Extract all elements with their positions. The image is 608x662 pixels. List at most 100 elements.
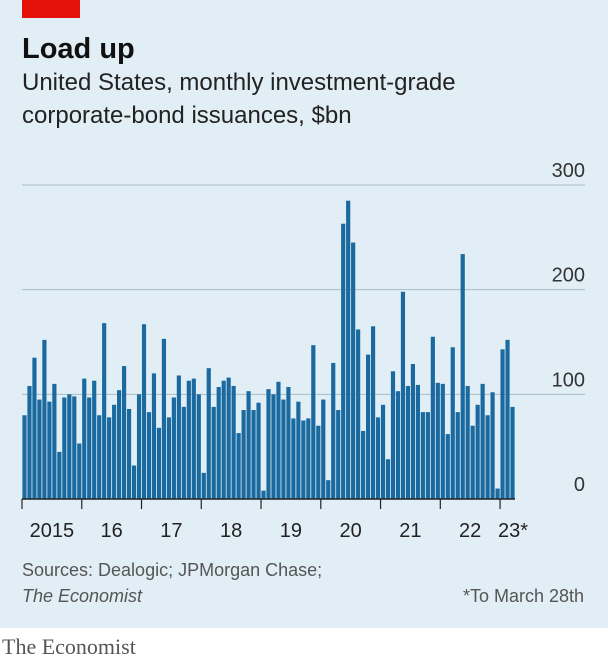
bar <box>475 404 480 499</box>
bar <box>331 362 336 499</box>
bar <box>470 425 475 499</box>
x-tick-label: 22 <box>459 520 481 542</box>
bar <box>286 387 291 499</box>
bar <box>356 329 361 499</box>
bar <box>430 336 435 499</box>
bar <box>425 412 430 499</box>
bar <box>271 394 276 499</box>
x-tick-label: 23* <box>498 520 528 542</box>
bar <box>291 418 296 499</box>
bar <box>346 200 351 499</box>
bar <box>301 420 306 499</box>
bar <box>266 389 271 499</box>
bar <box>341 223 346 499</box>
bar <box>136 394 142 499</box>
bar <box>47 401 52 499</box>
bar <box>52 383 57 499</box>
bar <box>251 410 256 499</box>
bar <box>87 397 92 499</box>
bar <box>236 433 241 499</box>
x-tick-label: 18 <box>220 520 242 542</box>
red-tag <box>22 0 80 18</box>
bar <box>336 410 341 499</box>
bar <box>480 383 485 499</box>
bar <box>42 339 47 499</box>
bar <box>405 385 411 499</box>
bar <box>226 377 231 499</box>
bar <box>500 349 505 499</box>
x-tick-label: 21 <box>399 520 421 542</box>
bar <box>72 396 77 499</box>
x-tick-label: 20 <box>340 520 362 542</box>
bar <box>171 397 176 499</box>
chart-subtitle: United States, monthly investment-grade … <box>22 69 456 129</box>
bar <box>460 254 465 499</box>
bar <box>231 385 236 499</box>
bar <box>221 380 226 499</box>
bar <box>141 324 147 499</box>
x-tick-label: 19 <box>280 520 302 542</box>
y-tick-label: 200 <box>552 265 585 287</box>
bar <box>276 381 281 499</box>
bar <box>216 387 221 499</box>
bar <box>390 371 396 499</box>
bar <box>67 394 72 499</box>
bar <box>112 404 117 499</box>
bar <box>490 392 495 499</box>
bar <box>186 380 191 499</box>
source: Sources: Dealogic; JPMorgan Chase; <box>22 560 322 580</box>
bar <box>455 412 460 499</box>
bar <box>181 406 186 499</box>
bar <box>435 382 440 499</box>
bar <box>107 417 112 499</box>
bar <box>121 366 127 499</box>
background <box>0 0 608 628</box>
bar <box>505 339 510 499</box>
bar <box>256 402 261 499</box>
bar <box>27 385 32 499</box>
x-tick-label: 16 <box>101 520 123 542</box>
bar <box>375 417 381 499</box>
x-tick-label: 2015 <box>30 520 75 542</box>
bar <box>440 383 445 499</box>
bar <box>97 415 102 499</box>
bar <box>311 345 316 499</box>
bar <box>211 406 216 499</box>
bar <box>400 291 406 499</box>
bar <box>385 459 391 499</box>
bar <box>246 391 251 499</box>
bar <box>395 391 401 499</box>
bar <box>361 430 366 499</box>
bar <box>196 394 201 499</box>
bar <box>22 415 27 499</box>
bar <box>296 401 301 499</box>
bar <box>510 406 515 499</box>
y-tick-label: 300 <box>552 160 585 182</box>
bar <box>57 451 62 499</box>
bar <box>445 434 450 499</box>
subtitle-box: United States, monthly investment-grade … <box>22 69 456 129</box>
bar <box>92 380 97 499</box>
bar <box>126 408 132 499</box>
chart-title: Load up <box>22 33 135 65</box>
bar <box>62 397 67 499</box>
bar <box>261 490 266 499</box>
bar <box>201 472 206 499</box>
footnote: *To March 28th <box>463 586 584 606</box>
bar <box>32 357 37 499</box>
bar <box>306 418 311 499</box>
bar <box>321 399 326 499</box>
y-tick-label: 0 <box>574 474 585 496</box>
bar <box>351 242 356 500</box>
bar <box>370 326 376 499</box>
bar <box>161 338 167 499</box>
bar <box>102 323 107 499</box>
bar <box>410 363 416 499</box>
bar <box>316 425 321 499</box>
source-italic: The Economist <box>22 586 143 606</box>
bar <box>77 443 82 499</box>
y-tick-label: 100 <box>552 369 585 391</box>
bar <box>206 368 211 499</box>
bar <box>176 375 181 499</box>
